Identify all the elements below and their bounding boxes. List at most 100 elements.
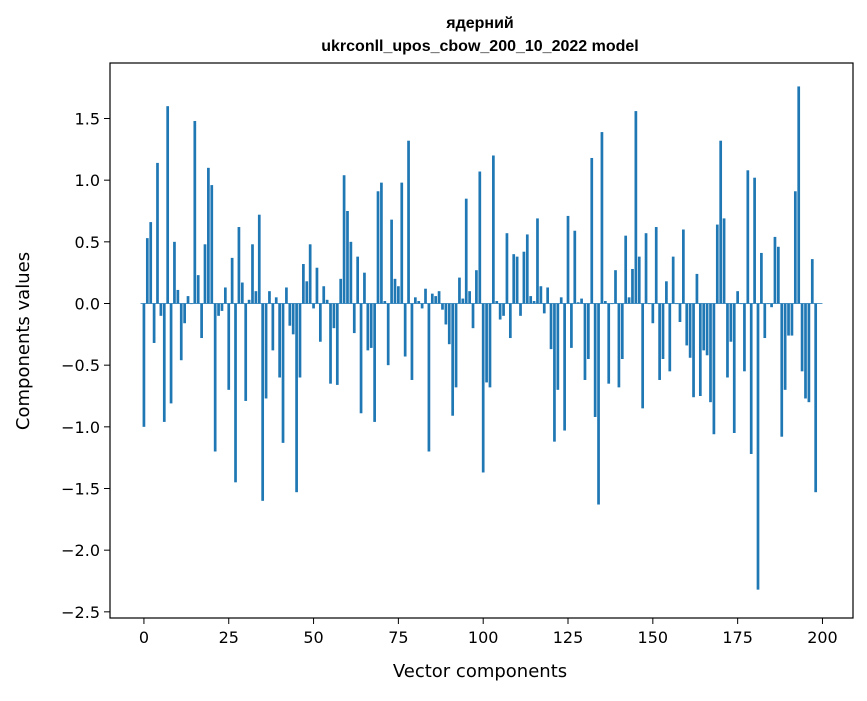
bar-49 (308, 244, 312, 304)
bar-17 (200, 303, 203, 339)
bar-174 (732, 303, 736, 433)
bar-134 (597, 303, 600, 505)
bar-12 (183, 303, 186, 324)
bar-155 (668, 303, 672, 372)
y-tick-label: −2.0 (61, 541, 100, 560)
x-tick-label: 0 (139, 628, 149, 647)
bar-93 (458, 277, 461, 304)
bar-27 (234, 303, 237, 483)
bar-74 (393, 278, 397, 304)
x-tick-label: 150 (638, 628, 669, 647)
bar-100 (481, 303, 485, 473)
bar-183 (763, 303, 767, 339)
bar-159 (682, 229, 685, 304)
bar-143 (627, 297, 631, 304)
bar-42 (285, 287, 288, 304)
bar-181 (756, 303, 760, 590)
bar-62 (352, 303, 356, 334)
bar-198 (814, 303, 818, 493)
y-tick-label: 1.0 (75, 171, 100, 190)
bar-67 (369, 303, 373, 348)
bar-91 (451, 303, 455, 416)
bar-172 (726, 303, 729, 378)
bar-50 (312, 303, 315, 309)
bar-15 (193, 120, 197, 304)
bar-130 (583, 303, 587, 380)
bar-179 (749, 303, 753, 454)
x-tick-label: 175 (722, 628, 753, 647)
bar-39 (274, 297, 278, 304)
bar-61 (349, 241, 353, 304)
chart-title-line-2: ukrconll_upos_cbow_200_10_2022 model (321, 38, 638, 55)
bar-60 (346, 211, 349, 304)
bar-45 (295, 303, 298, 493)
bar-128 (576, 302, 580, 304)
bar-112 (522, 251, 526, 304)
bar-51 (315, 267, 319, 304)
bar-101 (485, 303, 488, 383)
bar-185 (770, 303, 773, 308)
bar-115 (532, 301, 536, 304)
bar-196 (807, 303, 811, 403)
bar-69 (376, 191, 380, 304)
bar-83 (424, 288, 427, 304)
bar-11 (179, 303, 183, 361)
bar-186 (773, 236, 777, 304)
bar-29 (240, 282, 244, 304)
bar-4 (156, 162, 159, 304)
bar-166 (705, 303, 709, 356)
chart-title-line-1: ядерний (445, 15, 514, 32)
bar-5 (159, 303, 163, 316)
bar-169 (715, 224, 719, 304)
bar-194 (800, 303, 804, 372)
bar-151 (654, 227, 658, 304)
bar-34 (257, 214, 261, 304)
bar-54 (325, 299, 329, 304)
bar-84 (427, 303, 431, 452)
bar-8 (169, 303, 173, 404)
bar-167 (709, 303, 712, 403)
bar-44 (291, 303, 295, 335)
bar-116 (536, 218, 539, 304)
bar-97 (471, 303, 475, 329)
bar-9 (173, 241, 176, 304)
y-tick-label: −2.5 (61, 603, 100, 622)
y-tick-label: −0.5 (61, 356, 100, 375)
bar-92 (454, 303, 458, 388)
bar-188 (780, 303, 784, 437)
bar-127 (573, 230, 577, 304)
bar-170 (719, 140, 723, 304)
bar-65 (363, 272, 366, 304)
bar-110 (515, 256, 519, 304)
bar-23 (220, 303, 224, 311)
bar-136 (603, 301, 607, 304)
bar-94 (461, 298, 465, 304)
bar-3 (152, 303, 156, 343)
bar-178 (746, 170, 750, 304)
bar-36 (264, 303, 268, 399)
bar-113 (525, 234, 529, 304)
bar-6 (162, 303, 166, 422)
x-tick-label: 200 (807, 628, 838, 647)
bar-141 (620, 303, 624, 359)
y-axis-label: Components values (13, 252, 34, 430)
bar-192 (793, 191, 797, 304)
bar-46 (298, 303, 302, 378)
bar-57 (335, 303, 339, 385)
bar-118 (542, 303, 546, 314)
bar-171 (722, 218, 726, 304)
bar-107 (505, 233, 509, 304)
x-tick-label: 75 (388, 628, 408, 647)
bar-142 (624, 235, 628, 304)
bar-58 (339, 278, 343, 304)
bar-13 (186, 296, 190, 304)
bar-37 (268, 291, 271, 304)
plot-frame (109, 62, 854, 619)
bar-121 (553, 303, 556, 442)
bar-31 (247, 299, 251, 304)
bar-111 (519, 303, 522, 316)
bar-32 (251, 244, 254, 304)
bar-25 (227, 303, 231, 390)
bar-147 (641, 303, 645, 409)
bar-168 (712, 303, 716, 435)
